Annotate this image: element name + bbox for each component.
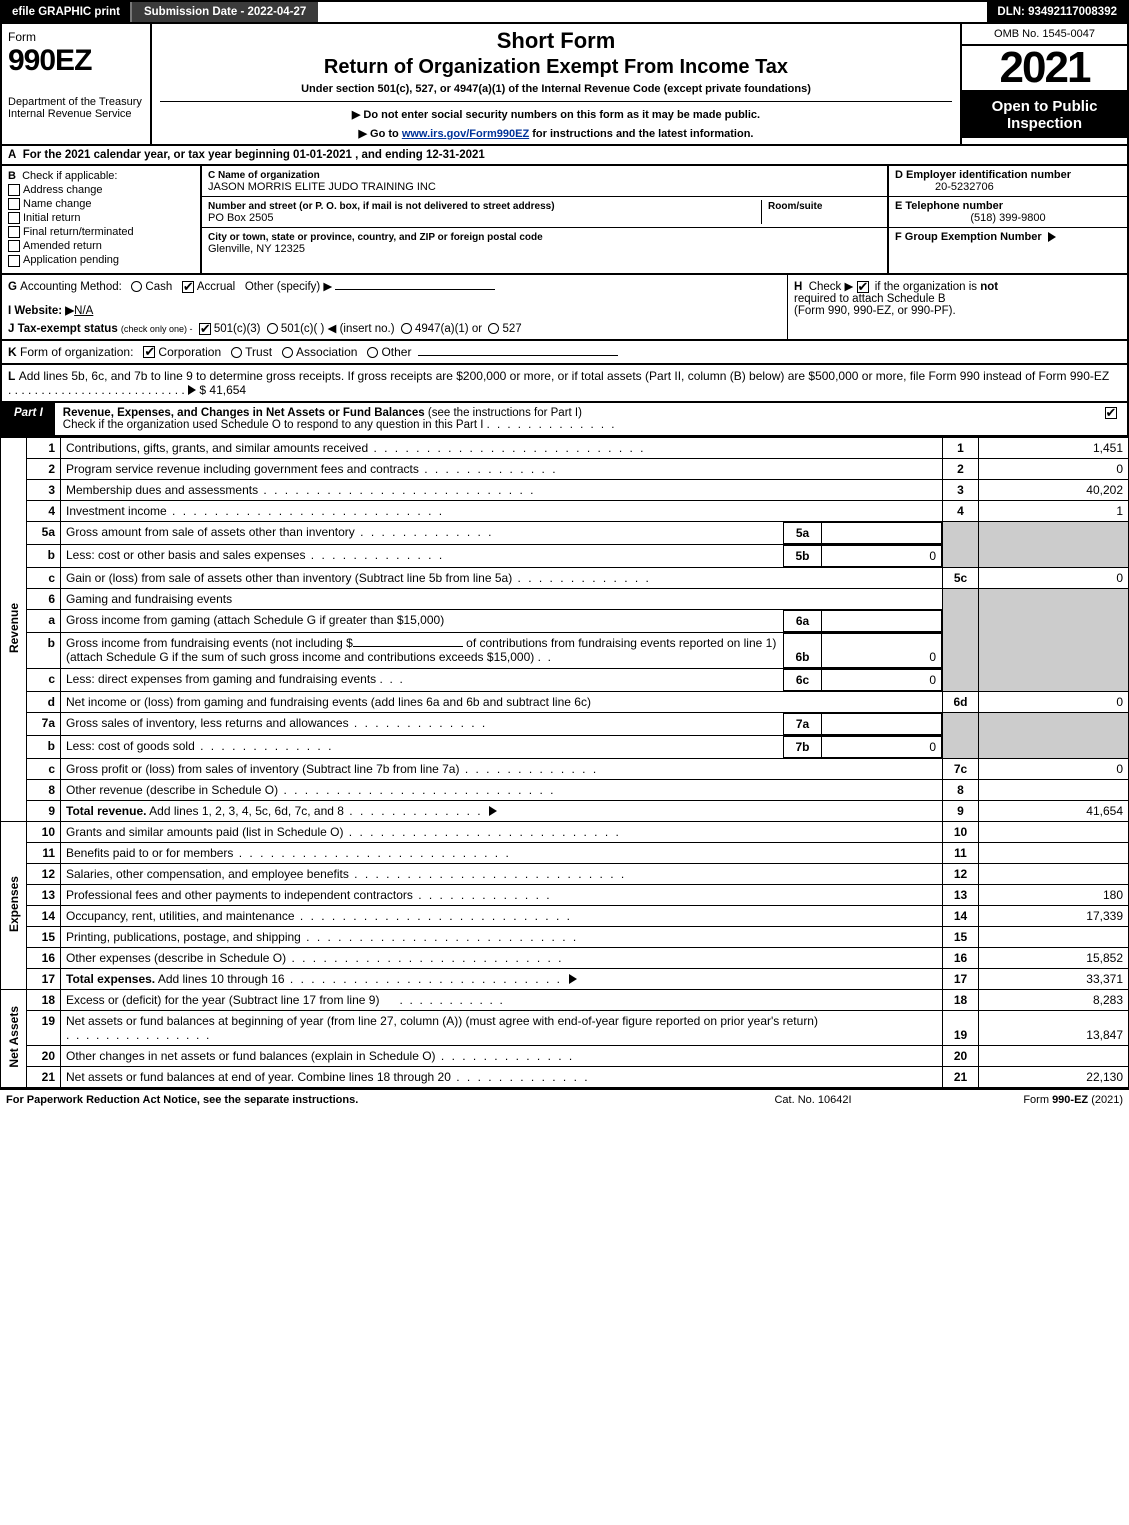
val-9: 41,654 — [979, 800, 1129, 821]
checkbox-accrual[interactable] — [182, 281, 194, 293]
gross-receipts: $ 41,654 — [199, 383, 246, 397]
form-number: 990EZ — [8, 44, 144, 78]
checkbox-501c3[interactable] — [199, 323, 211, 335]
irs-link[interactable]: www.irs.gov/Form990EZ — [402, 128, 529, 140]
footer-catno: Cat. No. 10642I — [683, 1094, 943, 1106]
top-bar: efile GRAPHIC print Submission Date - 20… — [0, 0, 1129, 22]
radio-cash[interactable] — [131, 281, 142, 292]
page-footer: For Paperwork Reduction Act Notice, see … — [0, 1088, 1129, 1110]
phone-value: (518) 399-9800 — [895, 212, 1121, 224]
val-6d: 0 — [979, 691, 1129, 712]
group-exempt-label: F Group Exemption Number — [895, 231, 1042, 243]
val-3: 40,202 — [979, 479, 1129, 500]
val-1: 1,451 — [979, 437, 1129, 458]
warning-ssn: ▶ Do not enter social security numbers o… — [160, 108, 952, 121]
goto-line: ▶ Go to www.irs.gov/Form990EZ for instru… — [160, 127, 952, 140]
val-6c: 0 — [822, 669, 942, 690]
subtitle: Under section 501(c), 527, or 4947(a)(1)… — [160, 83, 952, 95]
val-13: 180 — [979, 884, 1129, 905]
val-19: 13,847 — [979, 1010, 1129, 1045]
footer-formref: Form 990-EZ (2021) — [943, 1094, 1123, 1106]
val-21: 22,130 — [979, 1066, 1129, 1087]
val-18: 8,283 — [979, 989, 1129, 1010]
checkbox-h[interactable] — [857, 281, 869, 293]
val-2: 0 — [979, 458, 1129, 479]
submission-date: Submission Date - 2022-04-27 — [130, 2, 318, 22]
radio-other[interactable] — [367, 347, 378, 358]
row-k: K Form of organization: Corporation Trus… — [0, 341, 1129, 365]
val-8 — [979, 779, 1129, 800]
row-gh: G Accounting Method: Cash Accrual Other … — [0, 275, 1129, 341]
checkbox-schedule-o[interactable] — [1105, 407, 1117, 419]
website-label: I Website: ▶ — [8, 305, 74, 317]
checkbox-initial-return[interactable] — [8, 212, 20, 224]
part-i-header: Part I Revenue, Expenses, and Changes in… — [0, 403, 1129, 437]
row-l: L Add lines 5b, 6c, and 7b to line 9 to … — [0, 365, 1129, 403]
dln-label: DLN: 93492117008392 — [987, 2, 1127, 22]
tax-year: 2021 — [962, 46, 1127, 90]
val-16: 15,852 — [979, 947, 1129, 968]
efile-label[interactable]: efile GRAPHIC print — [2, 2, 130, 22]
radio-527[interactable] — [488, 323, 499, 334]
radio-trust[interactable] — [231, 347, 242, 358]
checkbox-address-change[interactable] — [8, 184, 20, 196]
val-7b: 0 — [822, 736, 942, 757]
checkbox-corp[interactable] — [143, 346, 155, 358]
val-7c: 0 — [979, 758, 1129, 779]
title-main: Return of Organization Exempt From Incom… — [160, 56, 952, 79]
footer-notice: For Paperwork Reduction Act Notice, see … — [6, 1094, 683, 1106]
website-value: N/A — [74, 305, 93, 317]
checkbox-final-return[interactable] — [8, 226, 20, 238]
checkbox-amended[interactable] — [8, 240, 20, 252]
checkbox-name-change[interactable] — [8, 198, 20, 210]
val-17: 33,371 — [979, 968, 1129, 989]
triangle-icon — [1048, 232, 1056, 242]
val-14: 17,339 — [979, 905, 1129, 926]
part-i-table: Revenue 1Contributions, gifts, grants, a… — [0, 437, 1129, 1088]
netassets-label: Net Assets — [7, 1006, 21, 1068]
val-5c: 0 — [979, 567, 1129, 588]
title-short-form: Short Form — [160, 28, 952, 54]
val-5b: 0 — [822, 545, 942, 566]
row-a: A For the 2021 calendar year, or tax yea… — [0, 146, 1129, 166]
department-label: Department of the TreasuryInternal Reven… — [8, 96, 144, 120]
org-name: JASON MORRIS ELITE JUDO TRAINING INC — [208, 181, 436, 193]
radio-501c[interactable] — [267, 323, 278, 334]
revenue-label: Revenue — [7, 603, 21, 653]
form-word: Form — [8, 30, 144, 44]
radio-4947[interactable] — [401, 323, 412, 334]
open-to-public: Open to Public Inspection — [962, 90, 1127, 138]
section-bcdef: B Check if applicable: Address change Na… — [0, 166, 1129, 275]
box-b: B Check if applicable: Address change Na… — [2, 166, 202, 273]
ein-value: 20-5232706 — [895, 181, 994, 193]
org-city: Glenville, NY 12325 — [208, 243, 305, 255]
ein-label: D Employer identification number — [895, 169, 1071, 181]
val-4: 1 — [979, 500, 1129, 521]
phone-label: E Telephone number — [895, 200, 1003, 212]
checkbox-app-pending[interactable] — [8, 255, 20, 267]
val-6b: 0 — [822, 633, 942, 667]
org-street: PO Box 2505 — [208, 212, 273, 224]
form-header: Form 990EZ Department of the TreasuryInt… — [0, 22, 1129, 146]
expenses-label: Expenses — [7, 876, 21, 932]
radio-assoc[interactable] — [282, 347, 293, 358]
